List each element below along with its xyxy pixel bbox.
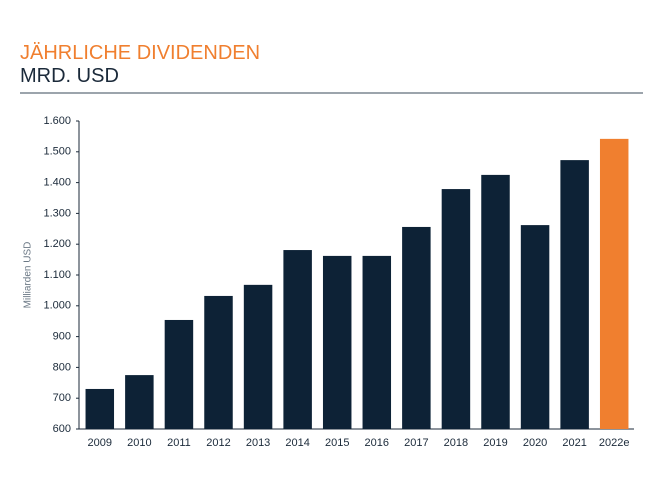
bar xyxy=(164,319,194,429)
bar xyxy=(204,295,233,429)
bar xyxy=(243,284,273,429)
bar xyxy=(125,375,154,429)
bar xyxy=(441,189,471,429)
y-tick-label: 1.500 xyxy=(43,146,71,158)
bar xyxy=(283,250,312,429)
y-tick-label: 700 xyxy=(53,392,71,404)
x-tick-label: 2016 xyxy=(365,437,389,449)
x-tick-label: 2011 xyxy=(167,437,191,449)
y-tick-label: 1.400 xyxy=(43,177,71,189)
x-tick-label: 2018 xyxy=(444,437,468,449)
x-tick-label: 2010 xyxy=(127,437,151,449)
bar xyxy=(322,255,352,429)
y-tick-label: 1.600 xyxy=(43,115,71,127)
y-axis-label: Milliarden USD xyxy=(23,242,34,309)
y-tick-label: 1.100 xyxy=(43,269,71,281)
y-tick-label: 900 xyxy=(53,331,71,343)
x-tick-label: 2019 xyxy=(483,437,507,449)
y-tick-label: 1.200 xyxy=(43,238,71,250)
bar xyxy=(402,226,431,429)
x-tick-label: 2015 xyxy=(325,437,349,449)
x-tick-label: 2014 xyxy=(285,437,309,449)
x-tick-label: 2012 xyxy=(206,437,230,449)
x-tick-label: 2021 xyxy=(562,437,586,449)
bar xyxy=(560,160,589,429)
y-tick-label: 600 xyxy=(53,423,71,435)
x-tick-label: 2017 xyxy=(404,437,428,449)
x-tick-label: 2013 xyxy=(246,437,270,449)
bar xyxy=(481,174,510,429)
bar xyxy=(520,225,550,429)
chart-title: JÄHRLICHE DIVIDENDEN xyxy=(20,42,260,64)
y-tick-label: 800 xyxy=(53,361,71,373)
bar xyxy=(599,138,629,429)
bar xyxy=(362,255,392,429)
chart-subtitle: MRD. USD xyxy=(20,65,119,87)
x-tick-label: 2009 xyxy=(88,437,112,449)
y-tick-label: 1.000 xyxy=(43,300,71,312)
x-tick-label: 2022e xyxy=(599,437,630,449)
x-tick-label: 2020 xyxy=(523,437,547,449)
y-tick-label: 1.300 xyxy=(43,207,71,219)
bar xyxy=(85,388,115,429)
